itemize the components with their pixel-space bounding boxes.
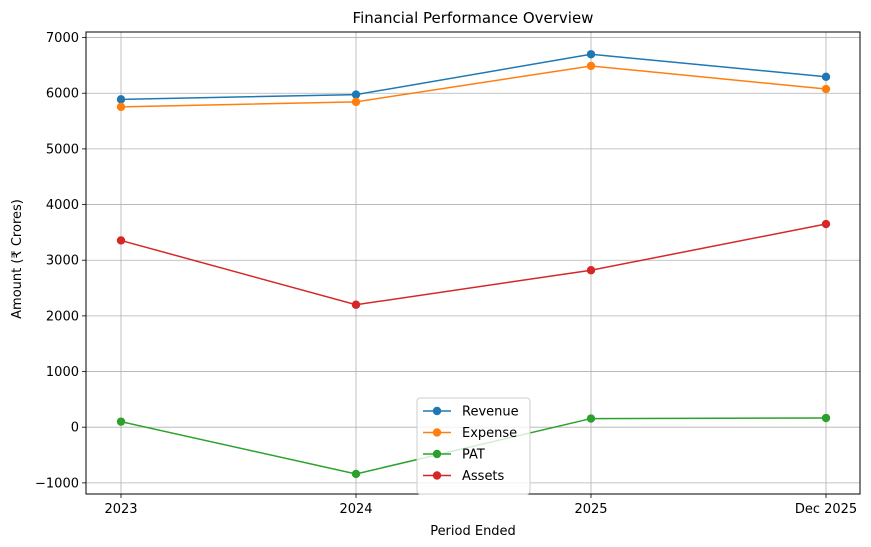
legend-marker-assets bbox=[432, 471, 442, 480]
data-point-revenue bbox=[351, 90, 361, 99]
data-point-assets bbox=[351, 300, 361, 309]
y-tick-label: 7000 bbox=[46, 31, 79, 46]
data-point-expense bbox=[116, 102, 126, 112]
series-line-assets bbox=[120, 223, 827, 306]
y-tick-label: 4000 bbox=[46, 198, 79, 213]
legend-label-revenue: Revenue bbox=[462, 405, 519, 420]
data-point-expense bbox=[351, 97, 361, 107]
data-point-pat bbox=[821, 413, 831, 423]
data-point-revenue bbox=[116, 95, 126, 104]
legend-marker-expense bbox=[432, 428, 442, 437]
data-point-assets bbox=[116, 236, 126, 245]
x-axis-label: Period Ended bbox=[430, 524, 516, 539]
legend-marker-revenue bbox=[432, 406, 442, 416]
legend: Revenue Expense PAT Assets bbox=[416, 397, 531, 495]
y-tick-label: 3000 bbox=[46, 254, 79, 269]
data-point-assets bbox=[821, 219, 831, 229]
series-line-expense bbox=[120, 65, 827, 108]
data-point-assets bbox=[586, 266, 596, 275]
ticks: 2023 2024 2025 Dec 2025 −1000 0 1000 2000 3000 40… bbox=[35, 31, 857, 517]
y-axis-label: Amount (₹ Crores) bbox=[10, 199, 25, 319]
legend-label-assets: Assets bbox=[462, 469, 505, 484]
data-point-revenue bbox=[586, 50, 596, 59]
chart-title: Financial Performance Overview bbox=[353, 9, 594, 27]
y-tick-label: −1000 bbox=[35, 476, 79, 491]
y-tick-label: 1000 bbox=[46, 365, 79, 380]
series-line-revenue bbox=[120, 53, 827, 101]
y-tick-label: 5000 bbox=[46, 142, 79, 157]
data-point-expense bbox=[821, 84, 831, 94]
legend-label-expense: Expense bbox=[462, 426, 517, 441]
y-tick-label: 2000 bbox=[46, 309, 79, 324]
x-tick-label: 2024 bbox=[339, 502, 372, 517]
data-point-pat bbox=[116, 417, 126, 426]
x-tick-label: Dec 2025 bbox=[795, 502, 857, 517]
data-point-pat bbox=[351, 469, 361, 479]
data-point-pat bbox=[586, 414, 596, 423]
legend-marker-pat bbox=[432, 449, 442, 459]
legend-label-pat: PAT bbox=[462, 448, 485, 463]
y-tick-label: 6000 bbox=[46, 87, 79, 102]
y-tick-label: 0 bbox=[71, 421, 79, 436]
x-tick-label: 2023 bbox=[104, 502, 137, 517]
legend-box bbox=[416, 397, 531, 495]
x-tick-label: 2025 bbox=[574, 502, 607, 517]
data-point-revenue bbox=[821, 72, 831, 82]
data-point-expense bbox=[586, 61, 596, 71]
